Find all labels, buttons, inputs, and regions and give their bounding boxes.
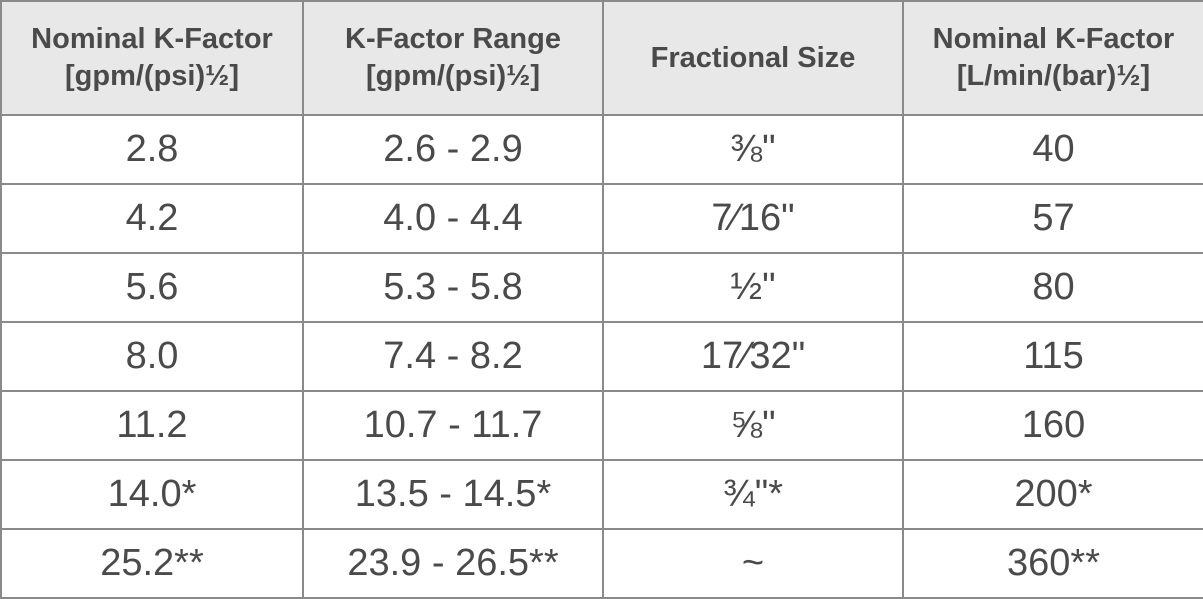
metric-k-factor-cell: 200* (902, 459, 1203, 530)
header-nominal-k-factor-metric: Nominal K-Factor [L/min/(bar)½] (902, 0, 1203, 116)
k-factor-range-cell: 2.6 - 2.9 (302, 114, 604, 185)
table-row: 2.8 2.6 - 2.9 ⅜" 40 (0, 114, 1203, 185)
header-nominal-k-factor-gpm: Nominal K-Factor [gpm/(psi)½] (0, 0, 304, 116)
header-k-factor-range: K-Factor Range [gpm/(psi)½] (302, 0, 604, 116)
metric-k-factor-cell: 360** (902, 528, 1203, 599)
table-row: 25.2** 23.9 - 26.5** ~ 360** (0, 528, 1203, 599)
metric-k-factor-cell: 115 (902, 321, 1203, 392)
fractional-size-cell: ½" (602, 252, 904, 323)
table-row: 8.0 7.4 - 8.2 17⁄32" 115 (0, 321, 1203, 392)
metric-k-factor-cell: 40 (902, 114, 1203, 185)
nominal-k-factor-cell: 2.8 (0, 114, 304, 185)
nominal-k-factor-cell: 5.6 (0, 252, 304, 323)
header-fractional-size: Fractional Size (602, 0, 904, 116)
header-text: K-Factor Range (345, 23, 561, 55)
table-row: 5.6 5.3 - 5.8 ½" 80 (0, 252, 1203, 323)
k-factor-range-cell: 4.0 - 4.4 (302, 183, 604, 254)
k-factor-range-cell: 13.5 - 14.5* (302, 459, 604, 530)
nominal-k-factor-cell: 14.0* (0, 459, 304, 530)
metric-k-factor-cell: 57 (902, 183, 1203, 254)
metric-k-factor-cell: 80 (902, 252, 1203, 323)
k-factor-range-cell: 10.7 - 11.7 (302, 390, 604, 461)
k-factor-range-cell: 7.4 - 8.2 (302, 321, 604, 392)
header-text: Nominal K-Factor (932, 23, 1175, 55)
header-row: Nominal K-Factor [gpm/(psi)½] K-Factor R… (0, 0, 1203, 116)
k-factor-range-cell: 23.9 - 26.5** (302, 528, 604, 599)
nominal-k-factor-cell: 8.0 (0, 321, 304, 392)
header-unit: [gpm/(psi)½] (366, 60, 540, 92)
header-text: Nominal K-Factor (31, 23, 273, 55)
nominal-k-factor-cell: 25.2** (0, 528, 304, 599)
fractional-size-cell: 17⁄32" (602, 321, 904, 392)
fractional-size-cell: ~ (602, 528, 904, 599)
fractional-size-cell: 7⁄16" (602, 183, 904, 254)
table-row: 11.2 10.7 - 11.7 ⅝" 160 (0, 390, 1203, 461)
metric-k-factor-cell: 160 (902, 390, 1203, 461)
nominal-k-factor-cell: 11.2 (0, 390, 304, 461)
nominal-k-factor-cell: 4.2 (0, 183, 304, 254)
table-row: 14.0* 13.5 - 14.5* ¾"* 200* (0, 459, 1203, 530)
fractional-size-cell: ¾"* (602, 459, 904, 530)
table-row: 4.2 4.0 - 4.4 7⁄16" 57 (0, 183, 1203, 254)
k-factor-range-cell: 5.3 - 5.8 (302, 252, 604, 323)
header-text: Fractional Size (650, 41, 856, 74)
header-unit: [gpm/(psi)½] (65, 60, 239, 92)
fractional-size-cell: ⅝" (602, 390, 904, 461)
header-unit: [L/min/(bar)½] (956, 60, 1151, 92)
fractional-size-cell: ⅜" (602, 114, 904, 185)
